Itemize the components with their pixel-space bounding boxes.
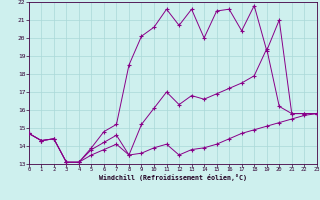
X-axis label: Windchill (Refroidissement éolien,°C): Windchill (Refroidissement éolien,°C) <box>99 174 247 181</box>
